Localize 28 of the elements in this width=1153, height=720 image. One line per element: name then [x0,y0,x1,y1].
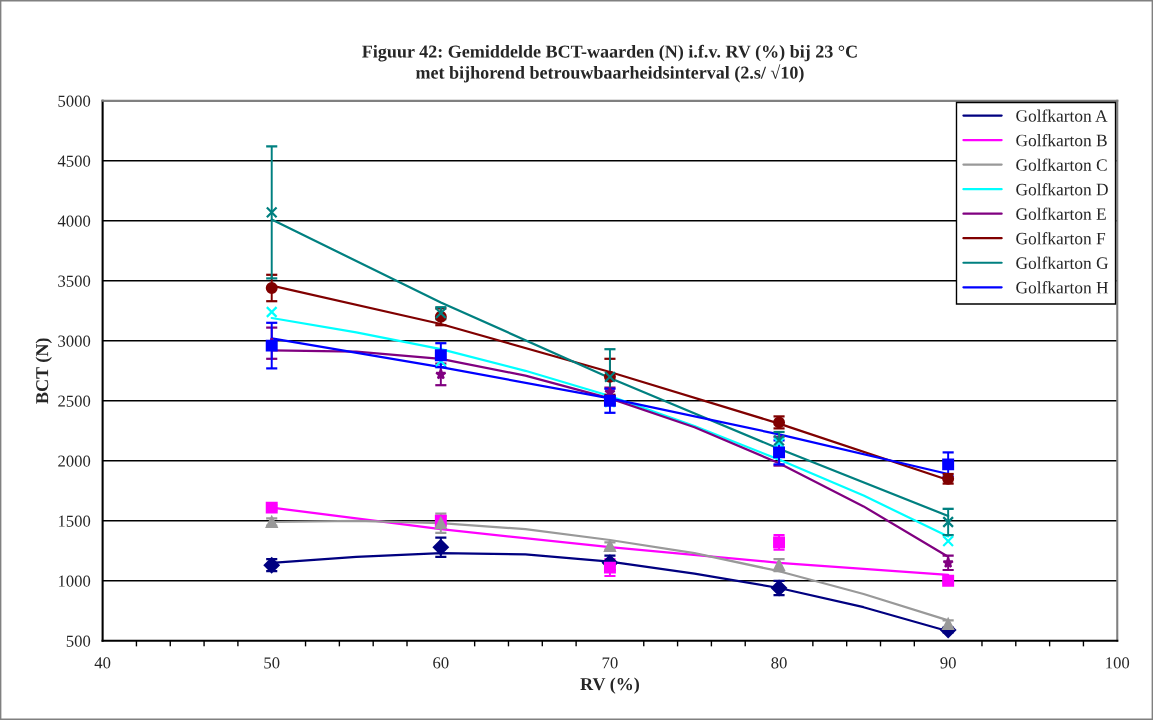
legend-label: Golfkarton B [1016,133,1107,147]
x-tick-label: 40 [94,657,111,669]
chart-title: Figuur 42: Gemiddelde BCT-waarden (N) i.f.v. RV (%) bij 23 °C met bijhorend betrouwbaarheidsinterval (2.s/ √10) [362,44,857,83]
y-tick-label: 3500 [58,275,91,287]
y-tick-label: 5000 [58,95,91,107]
x-tick-label: 50 [264,657,280,669]
y-tick-label: 1500 [58,515,91,527]
y-tick-label: 500 [66,635,91,647]
legend-label: Golfkarton E [1016,207,1106,220]
legend-label: Golfkarton D [1016,183,1108,196]
legend-label: Golfkarton F [1016,232,1106,245]
y-tick-label: 3000 [58,335,91,347]
legend-label: Golfkarton C [1016,158,1107,171]
legend-label: Golfkarton A [1016,109,1108,122]
x-axis-title: RV (%) [580,677,640,694]
x-tick-label: 100 [1106,657,1130,669]
y-tick-label: 4000 [57,215,91,227]
x-tick-label: 90 [940,657,956,669]
legend-label: Golfkarton G [1016,256,1109,269]
y-tick-label: 1000 [58,575,91,587]
y-tick-label: 2000 [58,455,91,467]
x-tick-label: 80 [771,657,787,669]
x-tick-label: 70 [602,657,618,669]
legend-label: Golfkarton H [1016,281,1109,294]
y-tick-label: 4500 [57,155,91,167]
x-tick-label: 60 [433,657,449,669]
y-axis-title: BCT (N) [35,338,52,404]
y-tick-label: 2500 [58,395,91,407]
